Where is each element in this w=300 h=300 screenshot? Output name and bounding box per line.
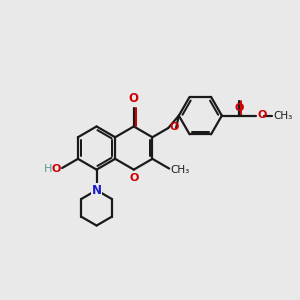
Text: O: O (169, 122, 178, 132)
Text: CH₃: CH₃ (170, 164, 189, 175)
Text: O: O (234, 103, 244, 113)
Text: O: O (129, 92, 139, 105)
Text: O: O (129, 172, 139, 183)
Text: O: O (52, 164, 61, 174)
Text: N: N (92, 184, 102, 196)
Text: CH₃: CH₃ (273, 111, 292, 121)
Text: H: H (44, 164, 52, 174)
Text: O: O (257, 110, 267, 120)
